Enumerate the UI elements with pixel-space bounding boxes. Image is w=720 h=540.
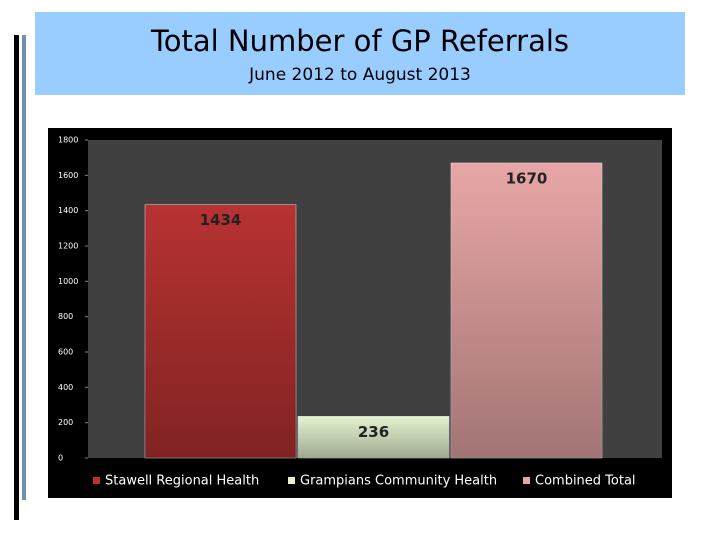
side-bar-thin xyxy=(22,35,26,500)
side-bar xyxy=(14,35,19,520)
legend-label: Stawell Regional Health xyxy=(105,474,259,489)
header-box xyxy=(35,12,685,95)
y-tick-label: 800 xyxy=(58,312,73,321)
y-tick-label: 400 xyxy=(58,383,73,392)
data-label: 1670 xyxy=(506,169,548,187)
bar-shade xyxy=(451,162,602,458)
y-tick-label: 1200 xyxy=(58,242,78,251)
legend-marker xyxy=(93,477,100,484)
y-tick-label: 200 xyxy=(58,418,73,427)
y-tick-label: 1600 xyxy=(58,171,78,180)
title: Total Number of GP Referrals xyxy=(150,24,569,58)
data-label: 236 xyxy=(358,423,389,441)
y-tick-label: 1000 xyxy=(58,277,78,286)
y-tick-label: 0 xyxy=(58,454,63,463)
bar-shade xyxy=(298,416,449,458)
legend-label: Grampians Community Health xyxy=(300,474,497,489)
chart: 0 200 400 600 800 1000 1200 1400 1600 1800 1434 236… xyxy=(58,136,636,489)
subtitle: June 2012 to August 2013 xyxy=(248,65,471,85)
legend-label: Combined Total xyxy=(535,474,636,489)
y-tick-label: 600 xyxy=(58,348,73,357)
bar-shade xyxy=(145,204,296,458)
y-tick-label: 1400 xyxy=(58,206,78,215)
data-label: 1434 xyxy=(200,211,242,229)
legend-marker xyxy=(288,477,295,484)
legend-marker xyxy=(523,477,530,484)
y-tick-label: 1800 xyxy=(58,136,78,145)
